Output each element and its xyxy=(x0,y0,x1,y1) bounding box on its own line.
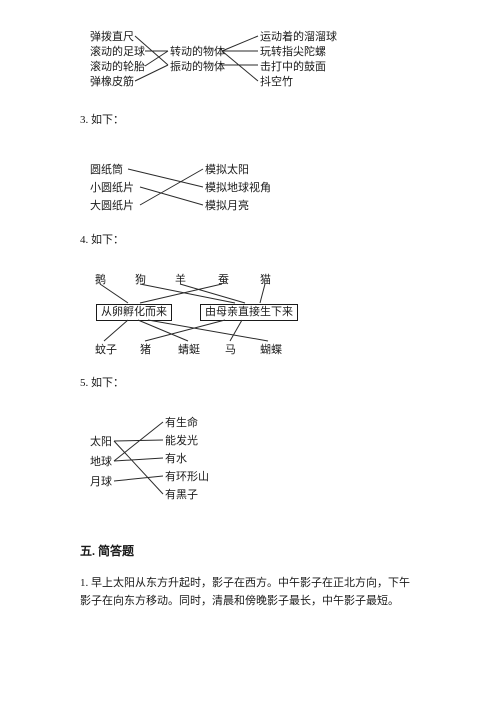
d4-left-0: 太阳 xyxy=(90,437,112,448)
d3-bot-0: 蚊子 xyxy=(95,345,117,356)
d1-right-2: 击打中的鼓面 xyxy=(260,62,326,73)
d1-left-3: 弹橡皮筋 xyxy=(90,77,134,88)
label-5: 5. 如下： xyxy=(80,378,124,389)
d3-top-1: 狗 xyxy=(135,275,146,286)
section5-q1: 1. 早上太阳从东方升起时，影子在西方。中午影子在正北方向，下午影子在向东方移动… xyxy=(80,575,410,610)
label-4: 4. 如下： xyxy=(80,235,124,246)
d1-mid-0: 转动的物体 xyxy=(170,47,225,58)
d4-right-1: 能发光 xyxy=(165,436,198,447)
d3-top-2: 羊 xyxy=(175,275,186,286)
section5-heading: 五. 简答题 xyxy=(80,545,134,557)
d3-box-0: 从卵孵化而来 xyxy=(96,304,172,321)
label-3: 3. 如下： xyxy=(80,115,124,126)
d1-right-3: 抖空竹 xyxy=(260,77,293,88)
d4-right-3: 有环形山 xyxy=(165,472,209,483)
d1-right-0: 运动着的溜溜球 xyxy=(260,32,337,43)
d4-left-1: 地球 xyxy=(90,457,112,468)
d1-mid-1: 振动的物体 xyxy=(170,62,225,73)
d3-bot-3: 马 xyxy=(225,345,236,356)
d3-bot-4: 蝴蝶 xyxy=(260,345,282,356)
d1-right-1: 玩转指尖陀螺 xyxy=(260,47,326,58)
d3-bot-1: 猪 xyxy=(140,345,151,356)
d1-left-2: 滚动的轮胎 xyxy=(90,62,145,73)
d1-left-0: 弹拨直尺 xyxy=(90,32,134,43)
d2-right-1: 模拟地球视角 xyxy=(205,183,271,194)
d2-left-0: 圆纸筒 xyxy=(90,165,123,176)
d2-right-2: 模拟月亮 xyxy=(205,201,249,212)
d3-top-3: 蚕 xyxy=(218,275,229,286)
d4-right-4: 有黑子 xyxy=(165,490,198,501)
d2-left-1: 小圆纸片 xyxy=(90,183,134,194)
d4-left-2: 月球 xyxy=(90,477,112,488)
d2-right-0: 模拟太阳 xyxy=(205,165,249,176)
d3-top-4: 猫 xyxy=(260,275,271,286)
d4-right-2: 有水 xyxy=(165,454,187,465)
d3-top-0: 鹅 xyxy=(95,275,106,286)
d4-right-0: 有生命 xyxy=(165,418,198,429)
d3-box-1: 由母亲直接生下来 xyxy=(200,304,298,321)
d2-left-2: 大圆纸片 xyxy=(90,201,134,212)
d3-bot-2: 蜻蜓 xyxy=(178,345,200,356)
d1-left-1: 滚动的足球 xyxy=(90,47,145,58)
